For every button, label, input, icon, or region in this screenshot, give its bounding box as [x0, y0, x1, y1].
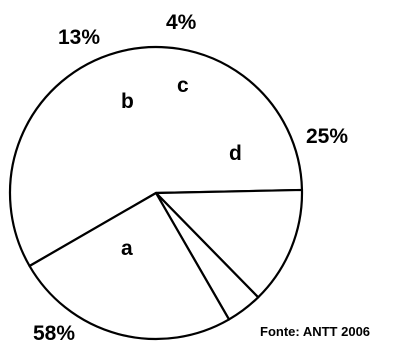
slice-value-label-d: 25%: [306, 125, 348, 148]
slice-category-label-a: a: [121, 237, 133, 260]
pie-slice-a: [8, 45, 304, 268]
slice-category-label-c: c: [177, 74, 189, 97]
category-labels: a b c d: [121, 74, 242, 260]
pie-slice-b: [154, 188, 304, 299]
pie-slices: [8, 45, 304, 341]
slice-category-label-b: b: [121, 90, 134, 113]
slice-value-label-a: 58%: [33, 322, 75, 345]
percentage-labels: 58% 13% 4% 25%: [33, 11, 348, 345]
pie-slice-d: [28, 191, 231, 341]
slice-value-label-b: 13%: [58, 26, 100, 49]
source-note: Fonte: ANTT 2006: [260, 324, 370, 339]
slice-category-label-d: d: [229, 142, 242, 165]
slice-value-label-c: 4%: [166, 11, 197, 34]
